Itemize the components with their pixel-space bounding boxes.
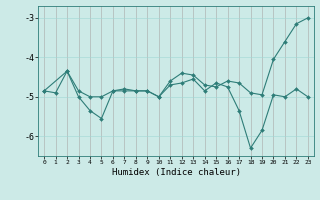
X-axis label: Humidex (Indice chaleur): Humidex (Indice chaleur) bbox=[111, 168, 241, 177]
